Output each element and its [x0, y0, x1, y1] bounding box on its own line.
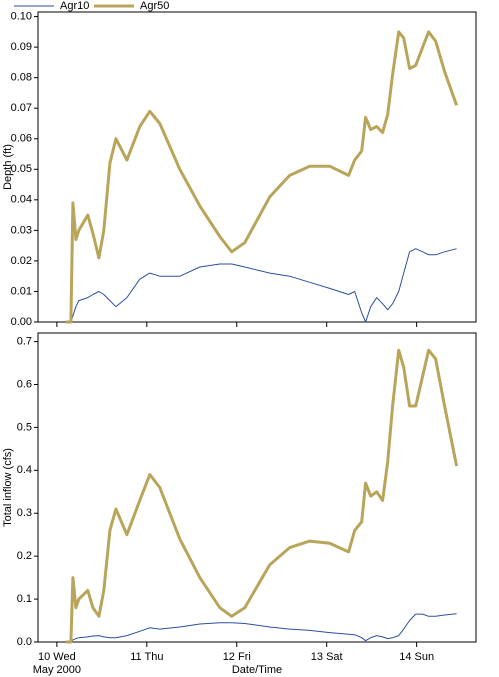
y-tick-label: 0.09 [11, 41, 32, 53]
y-axis-label: Depth (ft) [2, 144, 14, 190]
y-tick-label: 0.10 [11, 10, 32, 22]
y-tick-label: 0.05 [11, 163, 32, 175]
y-axis-label: Total inflow (cfs) [2, 448, 14, 527]
y-tick-label: 0.06 [11, 133, 32, 145]
y-tick-label: 0.4 [17, 464, 32, 476]
y-tick-label: 0.5 [17, 421, 32, 433]
x-axis-sublabel: May 2000 [33, 664, 81, 676]
plot-frame [37, 11, 477, 323]
x-tick-label: 12 Fri [223, 651, 251, 663]
y-tick-label: 0.07 [11, 102, 32, 114]
x-tick-label: 11 Thu [130, 651, 163, 663]
y-tick-label: 0.01 [11, 285, 32, 297]
x-tick-label: 13 Sat [311, 651, 343, 663]
series-line [65, 248, 457, 323]
legend-label: Agr50 [140, 0, 169, 12]
series-line [65, 30, 459, 324]
series-line [65, 348, 459, 644]
plot-frame [37, 332, 477, 643]
y-tick-label: 0.6 [17, 378, 32, 390]
y-tick-label: 0.00 [11, 316, 32, 328]
y-tick-label: 0.08 [11, 72, 32, 84]
x-tick-label: 10 Wed [38, 651, 76, 663]
series-line [65, 613, 457, 643]
y-tick-label: 0.04 [11, 194, 32, 206]
x-axis-label: Date/Time [232, 664, 282, 676]
y-tick-label: 0.0 [17, 636, 32, 648]
y-tick-label: 0.1 [17, 593, 32, 605]
y-tick-label: 0.02 [11, 255, 32, 267]
y-tick-label: 0.03 [11, 224, 32, 236]
y-tick-label: 0.7 [17, 335, 32, 347]
x-tick-label: 14 Sun [399, 651, 434, 663]
y-tick-label: 0.2 [17, 550, 32, 562]
legend-label: Agr10 [60, 0, 89, 12]
y-tick-label: 0.3 [17, 507, 32, 519]
